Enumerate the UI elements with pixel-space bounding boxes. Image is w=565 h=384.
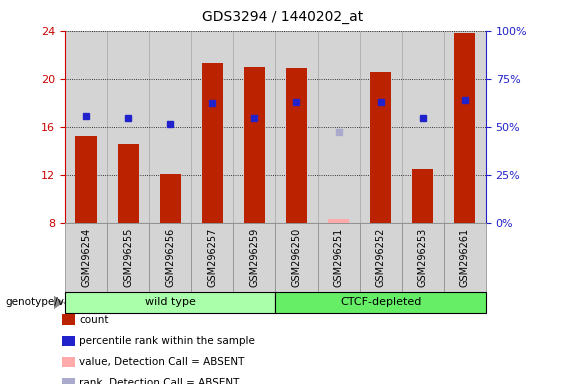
- Text: GSM296252: GSM296252: [376, 228, 386, 287]
- Bar: [160, 174, 181, 223]
- Bar: [444, 31, 486, 223]
- Bar: [276, 31, 318, 223]
- Text: wild type: wild type: [145, 297, 195, 308]
- Bar: [318, 31, 359, 223]
- Text: GSM296254: GSM296254: [81, 228, 91, 287]
- Bar: [202, 63, 223, 223]
- Text: GSM296259: GSM296259: [249, 228, 259, 287]
- Bar: [412, 169, 433, 223]
- Bar: [107, 31, 149, 223]
- Bar: [402, 31, 444, 223]
- Bar: [76, 136, 97, 223]
- Text: GSM296256: GSM296256: [165, 228, 175, 287]
- Text: genotype/variation: genotype/variation: [6, 297, 105, 308]
- Bar: [65, 31, 107, 223]
- Bar: [233, 31, 276, 223]
- Bar: [454, 33, 475, 223]
- Bar: [370, 71, 391, 223]
- Text: GDS3294 / 1440202_at: GDS3294 / 1440202_at: [202, 10, 363, 23]
- Text: CTCF-depleted: CTCF-depleted: [340, 297, 421, 308]
- Bar: [286, 68, 307, 223]
- Bar: [359, 31, 402, 223]
- Bar: [118, 144, 138, 223]
- Text: GSM296251: GSM296251: [333, 228, 344, 287]
- Bar: [191, 31, 233, 223]
- Text: rank, Detection Call = ABSENT: rank, Detection Call = ABSENT: [79, 378, 240, 384]
- Text: GSM296257: GSM296257: [207, 228, 218, 287]
- Bar: [149, 31, 191, 223]
- Polygon shape: [54, 296, 64, 310]
- Text: percentile rank within the sample: percentile rank within the sample: [79, 336, 255, 346]
- Bar: [244, 67, 265, 223]
- Text: GSM296253: GSM296253: [418, 228, 428, 287]
- Text: count: count: [79, 315, 108, 325]
- Text: GSM296250: GSM296250: [292, 228, 302, 287]
- Text: GSM296255: GSM296255: [123, 228, 133, 287]
- Bar: [328, 219, 349, 223]
- Text: GSM296261: GSM296261: [460, 228, 470, 287]
- Text: value, Detection Call = ABSENT: value, Detection Call = ABSENT: [79, 357, 245, 367]
